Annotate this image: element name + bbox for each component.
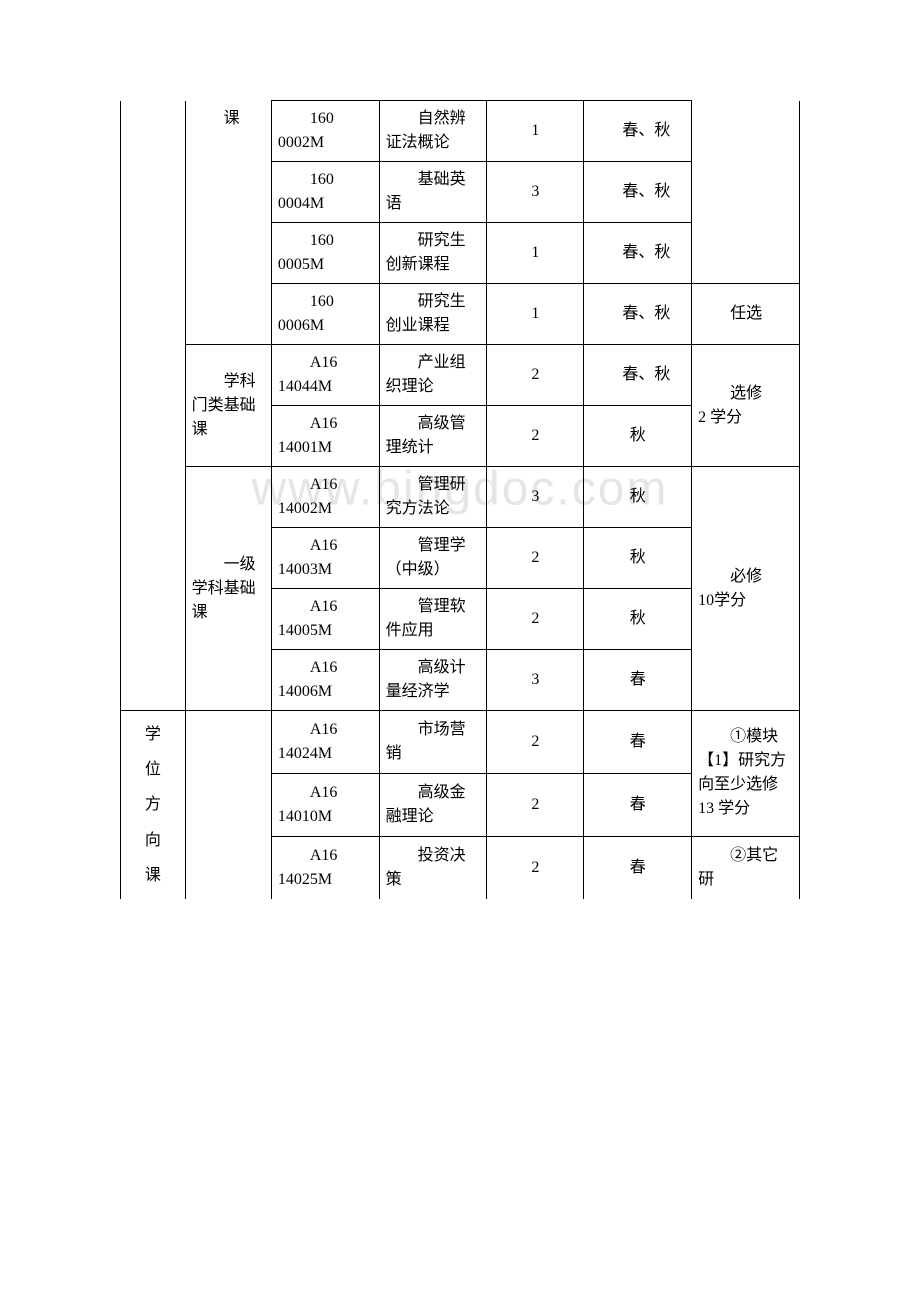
cell-name: 管理软件应用 (379, 589, 487, 650)
cell-code: A16 14010M (271, 773, 379, 836)
cell-term: 春、秋 (584, 345, 692, 406)
cell-term: 春 (584, 773, 692, 836)
cell-credit: 2 (487, 589, 584, 650)
cell-code: 160 0002M (271, 101, 379, 162)
table-row: 学 位 方 向 课 A16 14024M 市场营销 2 春 ①模块【1】研究方向… (121, 711, 800, 774)
cell-note-module2: ②其它研 (692, 836, 800, 898)
cell-credit: 2 (487, 345, 584, 406)
table-row: 课 160 0002M 自然辨证法概论 1 春、秋 (121, 101, 800, 162)
cell-code: A16 14003M (271, 528, 379, 589)
cell-code: A16 14024M (271, 711, 379, 774)
cell-term: 春、秋 (584, 223, 692, 284)
cell-code: A16 14006M (271, 650, 379, 711)
cell-credit: 2 (487, 773, 584, 836)
cell-name: 研究生创新课程 (379, 223, 487, 284)
cell-code: A16 14002M (271, 467, 379, 528)
cell-group-course: 课 (185, 101, 271, 345)
cell-credit: 2 (487, 836, 584, 898)
table-row: 一级学科基础课 A16 14002M 管理研究方法论 3 秋 必修 10学分 (121, 467, 800, 528)
cell-credit: 3 (487, 650, 584, 711)
cell-term: 春 (584, 711, 692, 774)
cell-term: 春 (584, 650, 692, 711)
cell-code: 160 0004M (271, 162, 379, 223)
cell-name: 管理学（中级） (379, 528, 487, 589)
cell-term: 春 (584, 836, 692, 898)
cell-name: 高级管理统计 (379, 406, 487, 467)
cell-credit: 3 (487, 162, 584, 223)
cell-category-degree: 学 位 方 向 课 (121, 711, 186, 899)
cell-name: 产业组织理论 (379, 345, 487, 406)
cell-term: 秋 (584, 467, 692, 528)
cell-name: 自然辨证法概论 (379, 101, 487, 162)
cell-term: 秋 (584, 528, 692, 589)
cell-term: 春、秋 (584, 284, 692, 345)
cell-credit: 1 (487, 223, 584, 284)
curriculum-table: 课 160 0002M 自然辨证法概论 1 春、秋 160 0004M 基础英语… (120, 100, 800, 899)
cell-term: 秋 (584, 589, 692, 650)
cell-name: 高级金融理论 (379, 773, 487, 836)
cell-credit: 2 (487, 711, 584, 774)
cell-note-required: 必修 10学分 (692, 467, 800, 711)
cell-credit: 2 (487, 528, 584, 589)
cell-code: A16 14025M (271, 836, 379, 898)
cell-name: 投资决策 (379, 836, 487, 898)
cell-term: 春、秋 (584, 162, 692, 223)
cell-note-optional: 任选 (692, 284, 800, 345)
cell-code: 160 0006M (271, 284, 379, 345)
cell-term: 秋 (584, 406, 692, 467)
cell-code: A16 14005M (271, 589, 379, 650)
cell-group-firstlevel: 一级学科基础课 (185, 467, 271, 711)
cell-code: 160 0005M (271, 223, 379, 284)
cell-name: 管理研究方法论 (379, 467, 487, 528)
cell-category-blank-top (121, 101, 186, 711)
table-row: 学科门类基础课 A16 14044M 产业组织理论 2 春、秋 选修 2 学分 (121, 345, 800, 406)
cell-credit: 1 (487, 284, 584, 345)
cell-group-blank (185, 711, 271, 899)
cell-code: A16 14001M (271, 406, 379, 467)
cell-name: 高级计量经济学 (379, 650, 487, 711)
cell-credit: 1 (487, 101, 584, 162)
cell-credit: 2 (487, 406, 584, 467)
cell-credit: 3 (487, 467, 584, 528)
cell-name: 市场营销 (379, 711, 487, 774)
cell-code: A16 14044M (271, 345, 379, 406)
cell-term: 春、秋 (584, 101, 692, 162)
cell-name: 基础英语 (379, 162, 487, 223)
cell-note-elective: 选修 2 学分 (692, 345, 800, 467)
cell-note-module1: ①模块【1】研究方向至少选修13 学分 (692, 711, 800, 837)
cell-note-blank (692, 101, 800, 284)
cell-name: 研究生创业课程 (379, 284, 487, 345)
cell-group-discipline: 学科门类基础课 (185, 345, 271, 467)
